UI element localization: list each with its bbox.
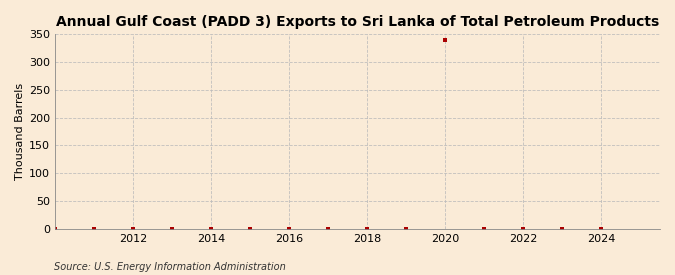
Text: Source: U.S. Energy Information Administration: Source: U.S. Energy Information Administ…	[54, 262, 286, 272]
Title: Annual Gulf Coast (PADD 3) Exports to Sri Lanka of Total Petroleum Products: Annual Gulf Coast (PADD 3) Exports to Sr…	[56, 15, 659, 29]
Y-axis label: Thousand Barrels: Thousand Barrels	[15, 83, 25, 180]
